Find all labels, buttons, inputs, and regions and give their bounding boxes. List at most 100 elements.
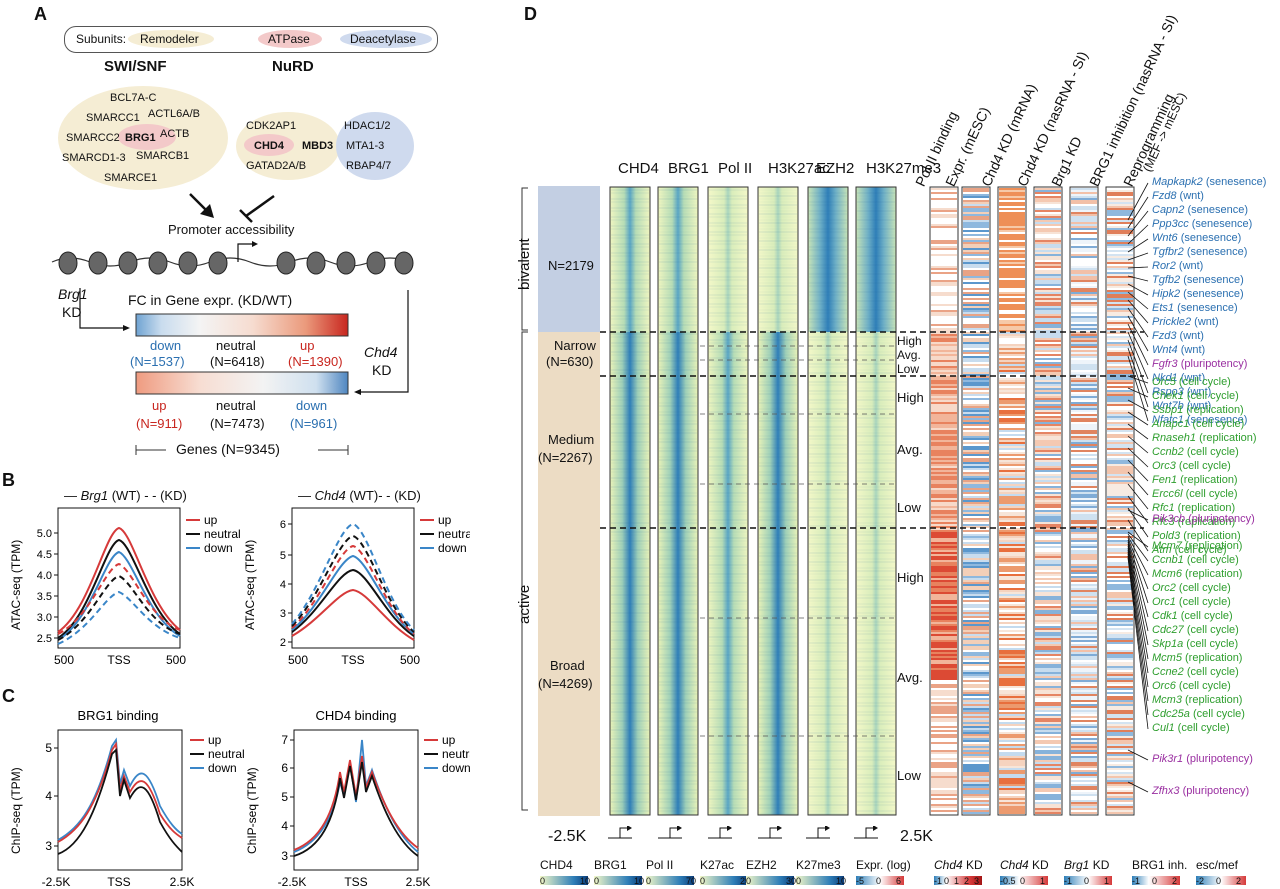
svg-text:ChIP-seq (TPM): ChIP-seq (TPM) — [9, 767, 23, 854]
remodeler-swatch — [128, 30, 214, 48]
colorbar-label-2: Pol II — [646, 858, 674, 872]
colorbar-label-9: Brg1 KD — [1064, 858, 1110, 872]
gene-label-rnaseh1: Rnaseh1 (replication) — [1152, 432, 1257, 444]
brg1-kd-label: KD — [62, 304, 82, 320]
colorbar-tick-8-1: 0 — [1020, 876, 1026, 886]
b-left-up-kd — [57, 562, 181, 635]
gene-leader-34 — [1127, 535, 1149, 576]
gene-leader-45 — [1127, 557, 1149, 730]
gene-label-fgfr3: Fgfr3 (pluripotency) — [1152, 358, 1248, 370]
subunit-smarce1: SMARCE1 — [104, 172, 158, 184]
tss-arrows — [608, 826, 878, 839]
colorbar-tick-11-0: -2 — [1196, 876, 1205, 886]
colorbar-9 — [1064, 876, 1112, 885]
tss-arrow — [237, 243, 256, 262]
narrow-avg: Avg. — [897, 348, 921, 362]
gene-label-cdc27: Cdc27 (cell cycle) — [1152, 624, 1239, 636]
c-left-down — [57, 737, 183, 841]
gene-label-orc5: Orc5 (cell cycle) — [1152, 376, 1231, 388]
gene-label-anapc1: Anapc1 (cell cycle) — [1152, 418, 1245, 430]
b-left-neutral-wt — [57, 538, 181, 639]
colorbar-tick-7-4: 3 — [974, 876, 980, 886]
colorbar-3 — [700, 876, 748, 885]
gene-leader-1 — [1127, 196, 1149, 229]
colorbar-2 — [646, 876, 694, 885]
colorbar-tick-11-1: 0 — [1216, 876, 1222, 886]
gene-leader-10 — [1127, 299, 1149, 324]
bar1-neutral-label: neutral — [216, 338, 256, 353]
bar2-up-label: up — [152, 398, 167, 413]
gene-label-atm: Atm (cell cycle) — [1152, 544, 1227, 556]
svg-text:up: up — [204, 513, 218, 527]
subunit-mta: MTA1-3 — [346, 140, 385, 152]
tss-arrow-1 — [658, 827, 682, 839]
chd4-kd-gene: Chd4 — [364, 344, 398, 360]
b-right-down-kd — [291, 522, 415, 631]
gene-label-mcm5: Mcm5 (replication) — [1152, 652, 1243, 664]
colorbar-11 — [1196, 876, 1246, 885]
bar1-down-label: down — [150, 338, 182, 353]
colorbar-tick-11-2: 2 — [1236, 876, 1242, 886]
gene-label-hipk2: Hipk2 (senesence) — [1152, 288, 1244, 300]
b-left-header: — Brg1 (WT) - - (KD) — [64, 488, 187, 503]
colorbar-7 — [934, 876, 982, 885]
column-header-5: H3K27me3 — [866, 160, 942, 177]
c-left-title: BRG1 binding — [78, 708, 159, 723]
svg-text:neutral: neutral — [442, 747, 470, 761]
bar2-neutral-count: (N=7473) — [210, 416, 265, 431]
bar1-down-count: (N=1537) — [130, 354, 185, 369]
gene-label-orc3: Orc3 (cell cycle) — [1152, 460, 1231, 472]
colorbar-tick-3-0: 0 — [700, 876, 706, 886]
gene-leader-8 — [1127, 283, 1149, 296]
c-right-neutral — [293, 761, 419, 857]
colorbar-8 — [1000, 876, 1048, 885]
gene-label-nfatc1: Nfatc1 (senesence) — [1152, 414, 1248, 426]
subunit-chd4: CHD4 — [254, 140, 284, 152]
colorbar-tick-6-2: 6 — [896, 876, 902, 886]
colorbar-tick-7-1: 0 — [944, 876, 950, 886]
svg-text:6: 6 — [281, 761, 288, 775]
svg-text:500: 500 — [400, 653, 420, 667]
gene-leader-14 — [1127, 331, 1149, 380]
gene-label-pik3cb: Pik3cb (pluripotency) — [1152, 513, 1255, 525]
gene-label-wnt4: Wnt4 (wnt) — [1152, 344, 1206, 356]
gene-leader-24 — [1127, 447, 1149, 468]
gene-label-ercc6l: Ercc6l (cell cycle) — [1152, 488, 1238, 500]
b-right-neutral-kd — [291, 534, 415, 633]
colorbar-label-10: BRG1 inh. — [1132, 858, 1188, 872]
svg-text:7: 7 — [281, 733, 288, 747]
colorbar-5 — [796, 876, 844, 885]
gene-label-cdc25a: Cdc25a (cell cycle) — [1152, 708, 1245, 720]
svg-text:2.5K: 2.5K — [170, 875, 195, 889]
colorbar-4 — [746, 876, 794, 885]
gene-label-cdk1: Cdk1 (cell cycle) — [1152, 610, 1233, 622]
svg-text:neutral: neutral — [204, 527, 241, 541]
gene-leader-40 — [1127, 547, 1149, 660]
broad-high: High — [897, 570, 924, 585]
heatmaps — [600, 186, 1144, 816]
gene-leader-46 — [1127, 749, 1149, 761]
b-left-neutral-kd — [57, 574, 181, 641]
panel-a-letter: A — [34, 4, 47, 24]
fc-bar-chd4 — [135, 371, 349, 395]
b-right-down-wt — [291, 554, 415, 635]
b-right-neutral-wt — [291, 568, 415, 637]
panel-b-letter: B — [2, 470, 15, 490]
column-header-1: BRG1 — [668, 160, 709, 177]
svg-text:5: 5 — [281, 790, 288, 804]
svg-text:ATAC-seq (TPM): ATAC-seq (TPM) — [243, 540, 257, 630]
gene-label-capn2: Capn2 (senesence) — [1152, 204, 1249, 216]
panel-d-letter: D — [524, 4, 537, 24]
gene-label-mcm7: Mcm7 (replication) — [1152, 540, 1243, 552]
gene-leader-33 — [1127, 533, 1149, 562]
colorbar-tick-2-1: 70 — [686, 876, 697, 886]
colorbar-tick-6-0: -5 — [856, 876, 865, 886]
colorbar-tick-10-2: 2 — [1172, 876, 1178, 886]
svg-text:up: up — [438, 513, 452, 527]
svg-text:500: 500 — [54, 653, 74, 667]
colorbar-tick-6-1: 0 — [876, 876, 882, 886]
chd4-kd-label: KD — [372, 362, 392, 378]
gene-label-fzd8: Fzd8 (wnt) — [1152, 190, 1204, 202]
nurd-deacetylase-blob — [336, 112, 414, 180]
broad-avg: Avg. — [897, 670, 923, 685]
